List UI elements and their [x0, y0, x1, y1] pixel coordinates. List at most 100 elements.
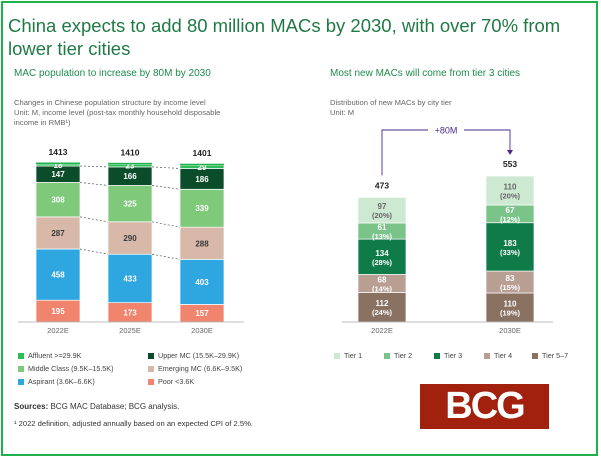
right-segment-value: 67 — [506, 206, 515, 215]
left-segment-label: 157 — [195, 309, 209, 318]
left-bar-segment — [179, 259, 225, 305]
left-legend-item: Upper MC (15.5K–29.9K) — [148, 351, 239, 360]
right-segment-value: 83 — [506, 274, 515, 283]
left-description-line-3: income in RMB¹) — [14, 118, 71, 127]
legend-swatch — [484, 353, 490, 360]
left-total-label: 1410 — [121, 147, 140, 157]
right-legend-item: Tier 2 — [384, 351, 412, 360]
increase-arrowhead — [507, 150, 513, 155]
left-segment-label: 339 — [195, 204, 209, 213]
sources-line: Sources: BCG MAC Database; BCG analysis. — [14, 402, 179, 411]
left-segment-label: 195 — [51, 307, 65, 316]
right-segment-value: 134 — [375, 249, 389, 258]
left-connector-line — [151, 166, 181, 169]
left-bar-segment — [107, 185, 153, 223]
footnote: ¹ 2022 definition, adjusted annually bas… — [14, 419, 253, 428]
left-connector-line — [151, 221, 181, 228]
legend-label: Aspirant (3.6K–6.6K) — [28, 377, 95, 386]
right-segment-value: 112 — [376, 299, 389, 308]
right-segment-percent: (14%) — [372, 284, 393, 293]
right-bar-segment — [357, 292, 407, 323]
left-total-label: 1401 — [193, 148, 212, 158]
left-connector-line — [151, 253, 181, 260]
slide-title: China expects to add 80 million MACs by … — [8, 15, 561, 59]
right-segment-value: 68 — [378, 275, 387, 284]
right-total-label: 553 — [503, 159, 517, 169]
right-category-label: 2022E — [371, 326, 393, 335]
left-total-label: 1413 — [49, 147, 68, 157]
legend-swatch — [18, 353, 24, 360]
left-segment-label: 308 — [51, 196, 65, 205]
right-segment-value: 110 — [504, 183, 517, 192]
legend-label: Tier 4 — [494, 351, 513, 360]
increase-label-bg — [428, 123, 464, 136]
right-segment-percent: (28%) — [372, 258, 393, 267]
left-connector-line — [79, 216, 109, 223]
legend-swatch — [334, 353, 340, 360]
left-bar-segment — [179, 188, 225, 228]
right-segment-percent: (24%) — [372, 308, 393, 317]
right-description-line-1: Distribution of new MACs by city tier — [330, 98, 452, 107]
left-segment-label: 173 — [123, 308, 137, 317]
left-bar-cap — [180, 163, 224, 166]
left-legend-item: Emerging MC (6.6K–9.5K) — [148, 364, 242, 373]
legend-label: Upper MC (15.5K–29.9K) — [158, 351, 240, 360]
legend-swatch — [434, 353, 440, 360]
left-segment-label: 458 — [51, 271, 65, 280]
right-legend-item: Tier 1 — [334, 351, 362, 360]
increase-label: +80M — [435, 126, 458, 136]
left-chart-description: Changes in Chinese population structure … — [14, 98, 220, 128]
left-description-line-2: Unit: M, income level (post-tax monthly … — [14, 108, 221, 117]
left-connector-line — [79, 165, 109, 168]
left-connector-line — [151, 185, 181, 190]
left-bar-segment — [35, 248, 81, 301]
right-legend-item: Tier 4 — [484, 351, 512, 360]
left-category-label: 2025E — [119, 326, 141, 335]
left-segment-label: 147 — [51, 170, 65, 179]
legend-swatch — [532, 353, 538, 360]
right-segment-percent: (19%) — [500, 308, 521, 317]
right-segment-value: 97 — [378, 202, 387, 211]
right-legend-item: Tier 5–7 — [532, 351, 568, 360]
left-bar-cap — [108, 162, 152, 165]
left-segment-label: 23 — [126, 162, 135, 171]
sources-label: Sources: — [14, 402, 49, 411]
left-segment-label: 325 — [123, 200, 137, 209]
left-bar-segment — [179, 226, 225, 260]
right-bar-segment — [485, 222, 535, 272]
legend-label: Poor <3.6K — [158, 377, 195, 386]
right-segment-percent: (20%) — [500, 192, 521, 201]
left-chart-subtitle: MAC population to increase by 80M by 203… — [14, 68, 211, 79]
legend-swatch — [148, 379, 154, 386]
left-category-label: 2030E — [191, 326, 213, 335]
left-legend-item: Middle Class (9.5K–15.5K) — [18, 364, 114, 373]
right-segment-value: 110 — [504, 299, 517, 308]
right-segment-percent: (20%) — [372, 211, 393, 220]
left-bar-segment — [107, 221, 153, 255]
right-bar-segment — [485, 175, 535, 206]
right-bar-segment — [357, 197, 407, 224]
bcg-logo: BCG — [420, 384, 549, 429]
left-legend-item: Aspirant (3.6K–6.6K) — [18, 377, 95, 386]
left-description-line-1: Changes in Chinese population structure … — [14, 98, 206, 107]
right-legend-item: Tier 3 — [434, 351, 462, 360]
legend-label: Tier 5–7 — [542, 351, 569, 360]
right-segment-percent: (33%) — [500, 248, 521, 257]
left-legend-item: Poor <3.6K — [148, 377, 194, 386]
legend-label: Emerging MC (6.6K–9.5K) — [158, 364, 243, 373]
left-segment-label: 433 — [123, 274, 137, 283]
left-segment-label: 186 — [195, 175, 209, 184]
legend-label: Tier 1 — [344, 351, 363, 360]
left-segment-label: 18 — [54, 161, 63, 170]
left-legend-item: Affluent >=29.9K — [18, 351, 81, 360]
left-connector-line — [79, 182, 109, 186]
legend-label: Middle Class (9.5K–15.5K) — [28, 364, 114, 373]
increase-bracket — [381, 129, 511, 176]
legend-swatch — [18, 379, 24, 386]
right-category-label: 2030E — [499, 326, 521, 335]
left-segment-label: 29 — [198, 163, 207, 172]
right-segment-percent: (13%) — [372, 232, 393, 241]
legend-label: Tier 3 — [444, 351, 463, 360]
left-segment-label: 288 — [195, 239, 209, 248]
